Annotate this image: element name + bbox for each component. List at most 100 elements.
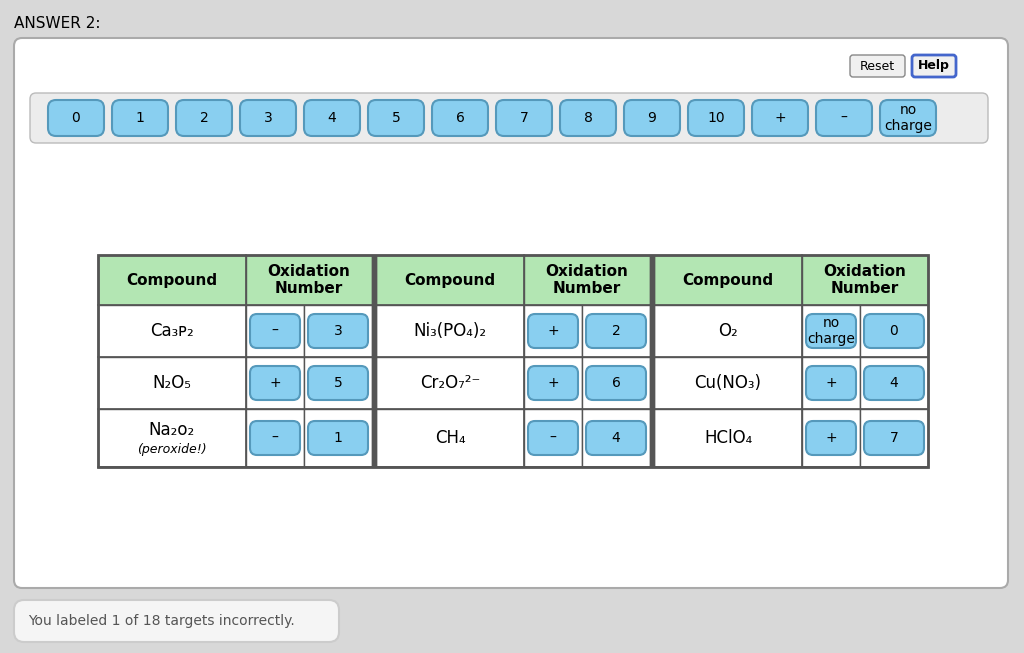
Text: 5: 5 [334,376,342,390]
FancyBboxPatch shape [496,100,552,136]
FancyBboxPatch shape [432,100,488,136]
FancyBboxPatch shape [308,314,368,348]
Bar [376,409,524,467]
Text: Oxidation
Number: Oxidation Number [546,264,629,296]
Text: 8: 8 [584,111,593,125]
FancyBboxPatch shape [624,100,680,136]
Text: +: + [269,376,281,390]
Text: Na₂ᴏ₂: Na₂ᴏ₂ [148,421,196,439]
FancyBboxPatch shape [176,100,232,136]
FancyBboxPatch shape [240,100,296,136]
FancyBboxPatch shape [806,314,856,348]
Bar [304,409,372,467]
Bar [582,409,650,467]
Bar [802,305,860,357]
Bar [654,305,802,357]
Text: –: – [271,431,279,445]
Bar [802,409,860,467]
Text: 6: 6 [611,376,621,390]
FancyBboxPatch shape [528,421,578,455]
Bar [98,255,928,467]
FancyBboxPatch shape [112,100,168,136]
Text: Cu(NO₃): Cu(NO₃) [694,374,762,392]
Text: +: + [825,376,837,390]
Text: 3: 3 [334,324,342,338]
Text: Compound: Compound [404,272,496,287]
FancyBboxPatch shape [586,421,646,455]
FancyBboxPatch shape [368,100,424,136]
FancyBboxPatch shape [308,366,368,400]
Text: O₂: O₂ [718,322,738,340]
Text: 7: 7 [890,431,898,445]
FancyBboxPatch shape [250,366,300,400]
Bar [802,255,928,305]
Bar [372,255,376,467]
Bar [246,305,304,357]
Text: 2: 2 [200,111,208,125]
Bar [524,305,582,357]
FancyBboxPatch shape [30,93,988,143]
FancyBboxPatch shape [48,100,104,136]
Text: 1: 1 [334,431,342,445]
Bar [376,357,524,409]
Text: Ni₃(PO₄)₂: Ni₃(PO₄)₂ [414,322,486,340]
FancyBboxPatch shape [304,100,360,136]
Bar [654,409,802,467]
FancyBboxPatch shape [14,600,339,642]
Text: You labeled 1 of 18 targets incorrectly.: You labeled 1 of 18 targets incorrectly. [28,614,295,628]
Bar [246,409,304,467]
FancyBboxPatch shape [308,421,368,455]
Text: +: + [547,376,559,390]
Text: Compound: Compound [126,272,217,287]
Text: Reset: Reset [860,59,895,72]
Text: 2: 2 [611,324,621,338]
Bar [376,305,524,357]
FancyBboxPatch shape [864,314,924,348]
FancyBboxPatch shape [912,55,956,77]
Bar [654,357,802,409]
FancyBboxPatch shape [880,100,936,136]
Text: +: + [774,111,785,125]
Text: –: – [841,111,848,125]
Bar [376,255,524,305]
Text: +: + [547,324,559,338]
FancyBboxPatch shape [586,314,646,348]
FancyBboxPatch shape [250,314,300,348]
Bar [304,305,372,357]
Text: Oxidation
Number: Oxidation Number [267,264,350,296]
FancyBboxPatch shape [806,421,856,455]
Text: HClO₄: HClO₄ [703,429,752,447]
Bar [524,255,650,305]
FancyBboxPatch shape [560,100,616,136]
Text: N₂O₅: N₂O₅ [153,374,191,392]
Text: –: – [271,324,279,338]
Text: 6: 6 [456,111,465,125]
Text: 3: 3 [263,111,272,125]
Bar [98,255,246,305]
Text: (peroxide!): (peroxide!) [137,443,207,456]
FancyBboxPatch shape [688,100,744,136]
Bar [650,255,654,467]
Text: ANSWER 2:: ANSWER 2: [14,16,100,31]
Text: 4: 4 [890,376,898,390]
FancyBboxPatch shape [864,366,924,400]
FancyBboxPatch shape [250,421,300,455]
Bar [98,409,246,467]
Bar [98,357,246,409]
Bar [524,357,582,409]
Bar [582,305,650,357]
Bar [860,357,928,409]
Text: 4: 4 [611,431,621,445]
Text: 7: 7 [519,111,528,125]
Text: no
charge: no charge [807,317,855,345]
Text: 0: 0 [890,324,898,338]
Text: Cr₂O₇²⁻: Cr₂O₇²⁻ [420,374,480,392]
Bar [246,357,304,409]
Text: 4: 4 [328,111,336,125]
Text: +: + [825,431,837,445]
FancyBboxPatch shape [528,366,578,400]
Text: 5: 5 [391,111,400,125]
Text: 0: 0 [72,111,80,125]
Text: Oxidation
Number: Oxidation Number [823,264,906,296]
Text: Help: Help [919,59,950,72]
